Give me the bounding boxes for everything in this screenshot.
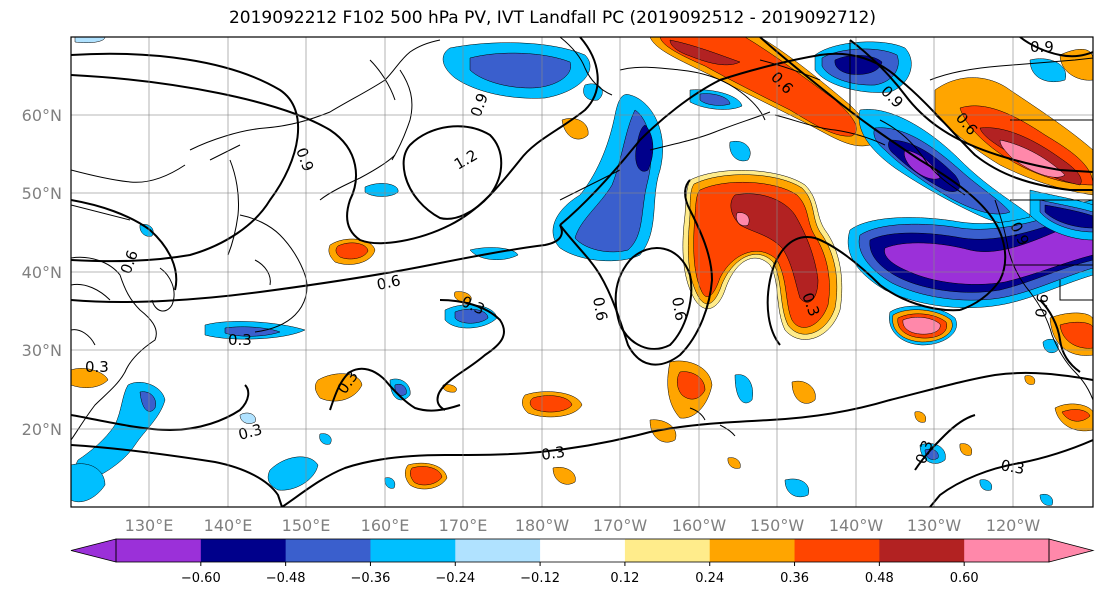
colorbar-tick-label: 0.60 [950,571,979,586]
lon-label: 150°E [282,516,331,535]
colorbar-swatch [794,539,880,562]
lat-label: 30°N [22,341,62,360]
contour-label: 0.3 [228,331,252,349]
contour-label: 0.6 [589,296,611,323]
lat-label: 60°N [22,106,62,125]
colorbar-swatch [624,539,711,562]
lon-label: 130°W [907,516,962,535]
gridlines [71,37,1093,507]
contour-label: 0.9 [1030,38,1054,56]
lon-label: 180°W [515,516,570,535]
colorbar-extend-right [1048,538,1095,563]
lon-label: 150°W [750,516,805,535]
contour-label: 0.3 [540,443,566,464]
colorbar-extend-left [70,538,117,563]
colorbar-tick-label: 0.36 [780,571,809,586]
colorbar-frame [115,538,1050,563]
colorbar-tick-label: −0.24 [435,571,475,586]
colorbar-swatch [370,539,456,562]
colorbar-swatch [879,539,965,562]
lon-label: 170°E [439,516,488,535]
lon-label: 160°E [361,516,410,535]
colorbar-tick-label: −0.12 [520,571,560,586]
colorbar-tick-label: −0.36 [351,571,391,586]
colorbar-swatch [200,539,287,562]
colorbar-swatch [964,539,1050,562]
colorbar-tick-label: −0.48 [266,571,306,586]
longitude-labels: 130°E 140°E 150°E 160°E 170°E 180°W 170°… [125,516,1041,535]
colorbar-swatch [116,539,202,562]
colorbar: −0.60 −0.48 −0.36 −0.24 −0.12 0.12 0.24 0.36 0.4… [70,538,1095,586]
colorbar-tick-label: 0.48 [865,571,894,586]
contour-label: 0.6 [1032,293,1052,318]
lat-label: 40°N [22,263,62,282]
plot-frame [70,36,1094,508]
lon-label: 120°W [986,516,1041,535]
colorbar-swatch [455,539,541,562]
latitude-labels: 60°N 50°N 40°N 30°N 20°N [22,106,62,439]
lat-label: 50°N [22,184,62,203]
map-title: 2019092212 F102 500 hPa PV, IVT Landfall… [228,8,876,28]
colorbar-tick-label: 0.24 [695,571,724,586]
pv-contours [71,37,1093,507]
contour-label: 0.6 [375,271,402,294]
lat-label: 20°N [22,420,62,439]
colorbar-swatch [540,539,626,562]
lon-label: 160°W [672,516,727,535]
lon-label: 170°W [593,516,648,535]
contour-label: 0.3 [236,420,264,444]
lon-label: 140°W [829,516,884,535]
lon-label: 130°E [125,516,174,535]
lon-label: 140°E [204,516,253,535]
colorbar-swatch [709,539,796,562]
colorbar-tick-label: 0.12 [610,571,639,586]
colorbar-tick-label: −0.60 [181,571,221,586]
colorbar-swatch [285,539,371,562]
contour-label: 0.3 [85,358,109,376]
contour-label: 0.6 [668,296,690,323]
coastlines [71,37,1093,441]
